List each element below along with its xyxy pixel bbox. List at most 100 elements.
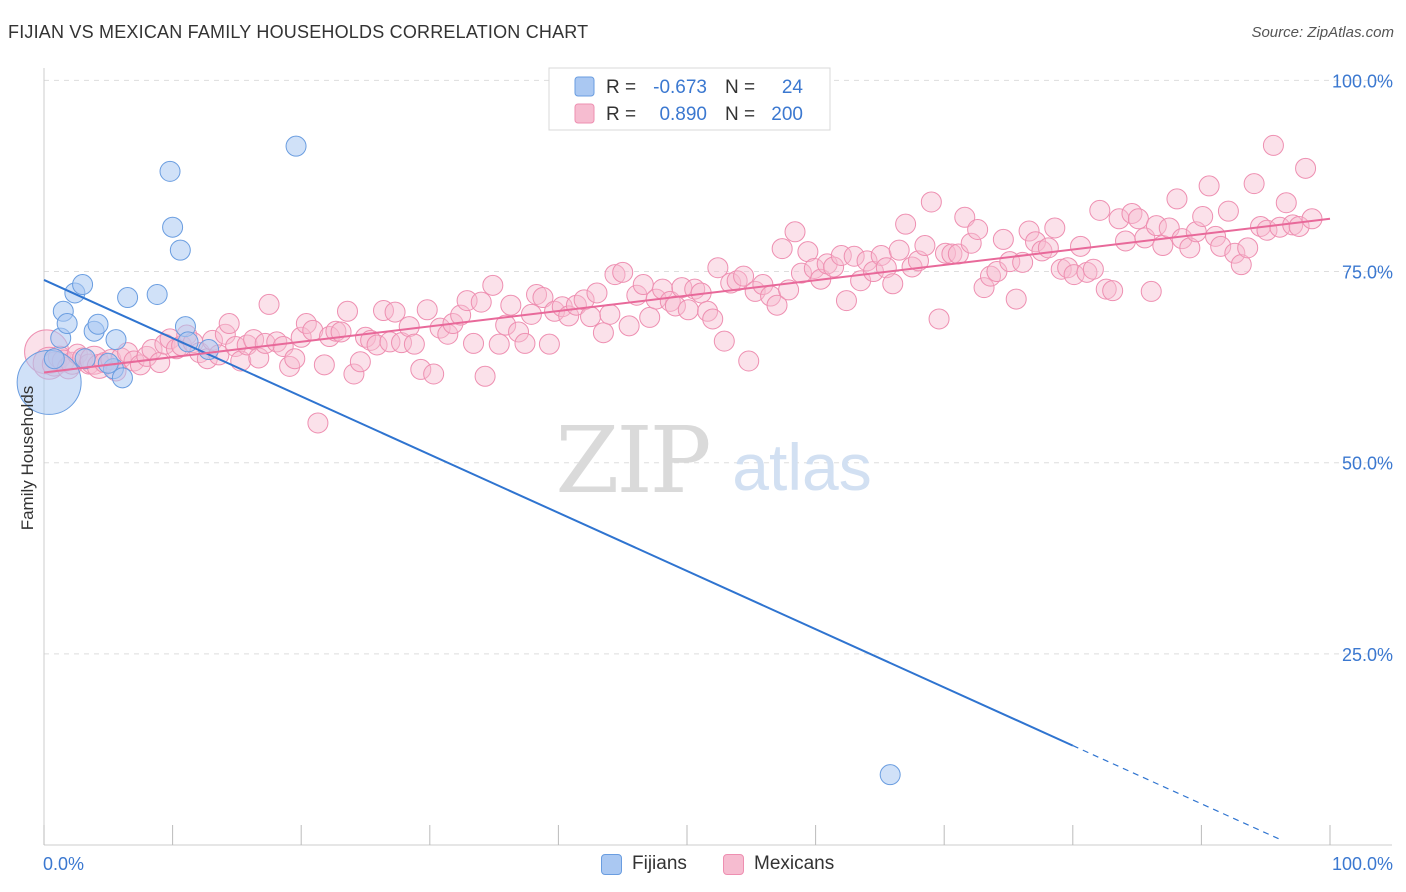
fijian-point (105, 329, 127, 351)
fijian-point (56, 313, 78, 335)
mexican-point (1210, 235, 1232, 257)
mexican-point (254, 332, 276, 354)
mexican-point (797, 241, 819, 263)
mexican-point (538, 333, 560, 355)
mexican-point (416, 299, 438, 321)
mexican-points (24, 134, 1323, 434)
mexican-point (532, 287, 554, 309)
mexican-point (888, 239, 910, 261)
mexican-trend-line (43, 217, 1331, 374)
trend-lines (43, 217, 1331, 840)
mexican-point (733, 265, 755, 287)
watermark-atlas: atlas (732, 430, 871, 504)
fijian-point (117, 287, 139, 309)
mexican-point (488, 333, 510, 355)
mexican-point (1018, 220, 1040, 242)
mexican-point (1095, 278, 1117, 300)
legend-swatch-fijians (601, 853, 622, 875)
mexican-point (384, 301, 406, 323)
mexican-point (618, 315, 640, 337)
mexican-point (423, 363, 445, 385)
mexican-point (1115, 230, 1137, 252)
mexican-point (784, 221, 806, 243)
mexican-point (639, 306, 661, 328)
fijian-trend-line (43, 279, 1074, 747)
mexican-point (474, 365, 496, 387)
mexican-point (1070, 235, 1092, 257)
mexican-point (1082, 258, 1104, 280)
axes (43, 68, 1392, 846)
legend-label-fijians: Fijians (632, 853, 687, 874)
mexican-point (1044, 217, 1066, 239)
mexican-point (707, 257, 729, 279)
mexican-point (410, 358, 432, 380)
mexican-point (677, 299, 699, 321)
mexican-point (1275, 192, 1297, 214)
mexican-point (1063, 264, 1085, 286)
mexican-point (592, 322, 614, 344)
mexican-point (1179, 237, 1201, 259)
mexican-point (1031, 240, 1053, 262)
legend-swatch-fijian (574, 76, 595, 97)
mexican-point (1076, 261, 1098, 283)
mexican-point (1217, 200, 1239, 222)
chart-title: FIJIAN VS MEXICAN FAMILY HOUSEHOLDS CORR… (8, 22, 589, 42)
mexican-point (366, 334, 388, 356)
mexican-point (920, 191, 942, 213)
fijian-points (16, 135, 901, 786)
mexican-point (664, 295, 686, 317)
legend-n-value-mexican: 200 (771, 104, 803, 125)
legend-swatch-mexican (574, 103, 595, 124)
grid-lines (44, 79, 1392, 655)
mexican-point (373, 300, 395, 322)
legend-n-value-fijian: 24 (782, 77, 804, 98)
mexican-point (928, 308, 950, 330)
mexican-point (586, 282, 608, 304)
mexican-point (500, 294, 522, 316)
mexican-point (835, 290, 857, 312)
mexican-point (960, 232, 982, 254)
mexican-point (856, 250, 878, 272)
mexican-point (1012, 251, 1034, 273)
fijian-point (879, 764, 901, 786)
legend-n-label-fijian: N = (725, 77, 755, 98)
legend-item-mexicans[interactable]: Mexicans (723, 853, 834, 875)
y-tick-label: 75.0% (1342, 263, 1393, 283)
mexican-point (1102, 280, 1124, 302)
fijian-point (43, 348, 65, 370)
series-legend: Fijians Mexicans (0, 850, 1406, 880)
mexican-point (149, 352, 171, 374)
mexican-point (307, 412, 329, 434)
y-axis-label: Family Households (18, 386, 37, 531)
fijian-point (72, 274, 94, 296)
mexican-point (604, 264, 626, 286)
source-label: Source: ZipAtlas.com (1251, 24, 1394, 41)
x-tick-label: 0.0% (43, 854, 84, 874)
fijian-point (74, 348, 96, 370)
mexican-point (313, 354, 335, 376)
mexican-point (1243, 173, 1265, 195)
mexican-point (1237, 237, 1259, 259)
mexican-point (514, 332, 536, 354)
mexican-point (803, 257, 825, 279)
legend-label-mexicans: Mexicans (754, 853, 835, 874)
mexican-point (508, 321, 530, 343)
fijian-point (111, 367, 133, 389)
mexican-point (1005, 288, 1027, 310)
mexican-point (1050, 258, 1072, 280)
mexican-point (398, 316, 420, 338)
mexican-point (1262, 134, 1284, 156)
legend-item-fijians[interactable]: Fijians (601, 853, 687, 875)
mexican-point (702, 308, 724, 330)
mexican-point (463, 332, 485, 354)
y-tick-labels: 25.0% 50.0% 75.0% 100.0% (1332, 71, 1393, 664)
mexican-point (580, 306, 602, 328)
mexican-point (295, 313, 317, 335)
legend-n-label-mexican: N = (725, 104, 755, 125)
watermark: ZIP atlas (555, 407, 871, 514)
mexican-point (895, 213, 917, 235)
mexican-point (1166, 188, 1188, 210)
mexican-point (349, 351, 371, 373)
mexican-point (1224, 242, 1246, 264)
mexican-point (336, 300, 358, 322)
